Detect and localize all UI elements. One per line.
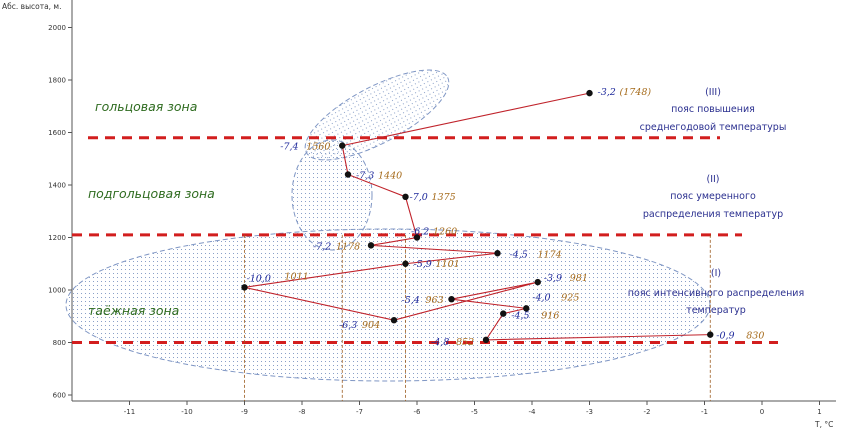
x-tick-label: -5	[471, 408, 478, 416]
data-point	[339, 142, 346, 149]
point-altitude-label: 981	[570, 273, 588, 284]
belt-1-line1: пояс интенсивного распределения	[628, 288, 804, 299]
point-temperature-label: -4,5	[510, 249, 528, 260]
point-temperature-label: -6,3	[339, 320, 357, 331]
point-altitude-label: 1375	[432, 192, 456, 203]
point-altitude-label: 852	[456, 337, 474, 348]
point-altitude-label: 1440	[378, 171, 402, 182]
zone-label-taiga: таёжная зона	[88, 303, 179, 318]
point-altitude-label: 830	[746, 331, 764, 342]
point-altitude-label: 1174	[538, 249, 562, 260]
point-altitude-label: 1011	[285, 271, 309, 282]
belt-3-line1: пояс повышения	[671, 104, 755, 115]
belt-2-line2: распределения температур	[643, 209, 783, 220]
point-temperature-label: -7,4	[280, 142, 298, 153]
belt-1-numeral: (I)	[711, 268, 721, 279]
belt-3-line2: среднегодовой температуры	[640, 122, 787, 133]
y-tick-label: 800	[53, 339, 66, 347]
point-temperature-label: -5,4	[402, 295, 420, 306]
data-point	[367, 242, 375, 249]
x-tick-label: -3	[586, 408, 593, 416]
zone-ellipse-alpine	[304, 69, 450, 161]
point-altitude-label: 925	[561, 292, 579, 303]
point-temperature-label: -0,9	[716, 331, 734, 342]
data-point	[448, 295, 455, 303]
data-point	[402, 260, 409, 267]
data-point	[390, 316, 398, 324]
data-point	[241, 284, 248, 291]
y-tick-label: 2000	[48, 24, 66, 32]
point-temperature-label: -7,2	[313, 241, 331, 252]
x-tick-label: -10	[181, 408, 192, 416]
x-tick-label: 1	[817, 408, 821, 416]
data-point	[494, 250, 501, 257]
data-point	[523, 305, 530, 312]
zone-label-subalpine: подгольцовая зона	[88, 186, 215, 201]
temperature-profile-line	[244, 92, 711, 341]
belt-2-numeral: (II)	[706, 174, 719, 185]
x-tick-label: -8	[299, 408, 306, 416]
y-axis-title: Абс. высота, м.	[2, 2, 61, 11]
point-temperature-label: -4,8	[431, 337, 449, 348]
point-temperature-label: -7,3	[356, 171, 374, 182]
zone-label-alpine: гольцовая зона	[95, 99, 197, 114]
x-tick-label: -1	[701, 408, 708, 416]
point-temperature-label: -3,9	[544, 273, 562, 284]
point-altitude-label: (1748)	[620, 87, 652, 98]
data-points: -0,9 830 -4,8 852 -4,5 916 -4,0 925 -5,4 963 -3,9 9…	[241, 87, 764, 348]
data-point	[413, 234, 421, 241]
point-altitude-label: 963	[426, 295, 444, 306]
x-tick-label: -7	[356, 408, 363, 416]
data-point	[586, 89, 593, 97]
data-point	[402, 193, 409, 201]
point-temperature-label: -7,0	[410, 192, 428, 203]
data-point	[482, 336, 490, 344]
point-altitude-label: 916	[541, 311, 559, 322]
belt-3-numeral: (III)	[705, 87, 721, 98]
y-tick-label: 1800	[48, 77, 66, 85]
point-temperature-label: -4,0	[532, 292, 550, 303]
belt-boundaries	[72, 136, 778, 344]
y-tick-label: 1200	[48, 234, 66, 242]
belt-1-line2: температур	[686, 305, 746, 316]
data-point	[707, 331, 714, 338]
point-altitude-label: 1178	[336, 241, 360, 252]
point-temperature-label: -6,2	[411, 227, 429, 238]
belt-2-line1: пояс умеренного	[670, 191, 756, 202]
x-tick-label: -2	[644, 408, 651, 416]
point-altitude-label: 904	[362, 320, 380, 331]
point-temperature-label: -4,5	[511, 311, 529, 322]
x-tick-label: -9	[241, 408, 248, 416]
point-temperature-label: -5,9	[414, 259, 432, 270]
point-altitude-label: 1260	[433, 227, 457, 238]
point-altitude-label: 1560	[306, 142, 330, 153]
point-altitude-label: 1101	[436, 259, 460, 270]
y-tick-label: 1400	[48, 182, 66, 190]
x-tick-label: 0	[760, 408, 764, 416]
y-tick-label: 600	[53, 392, 66, 400]
x-axis-title: T, °C	[814, 420, 833, 429]
x-tick-label: -6	[414, 408, 422, 416]
y-tick-label: 1600	[48, 129, 66, 137]
point-temperature-label: -3,2	[598, 87, 616, 98]
data-point	[534, 278, 541, 286]
y-tick-label: 1000	[48, 287, 66, 295]
data-point	[500, 310, 507, 317]
series-line	[244, 92, 711, 341]
data-point	[344, 171, 352, 178]
point-temperature-label: -10,0	[247, 273, 271, 284]
x-tick-label: -4	[529, 408, 537, 416]
x-tick-label: -11	[124, 408, 135, 416]
